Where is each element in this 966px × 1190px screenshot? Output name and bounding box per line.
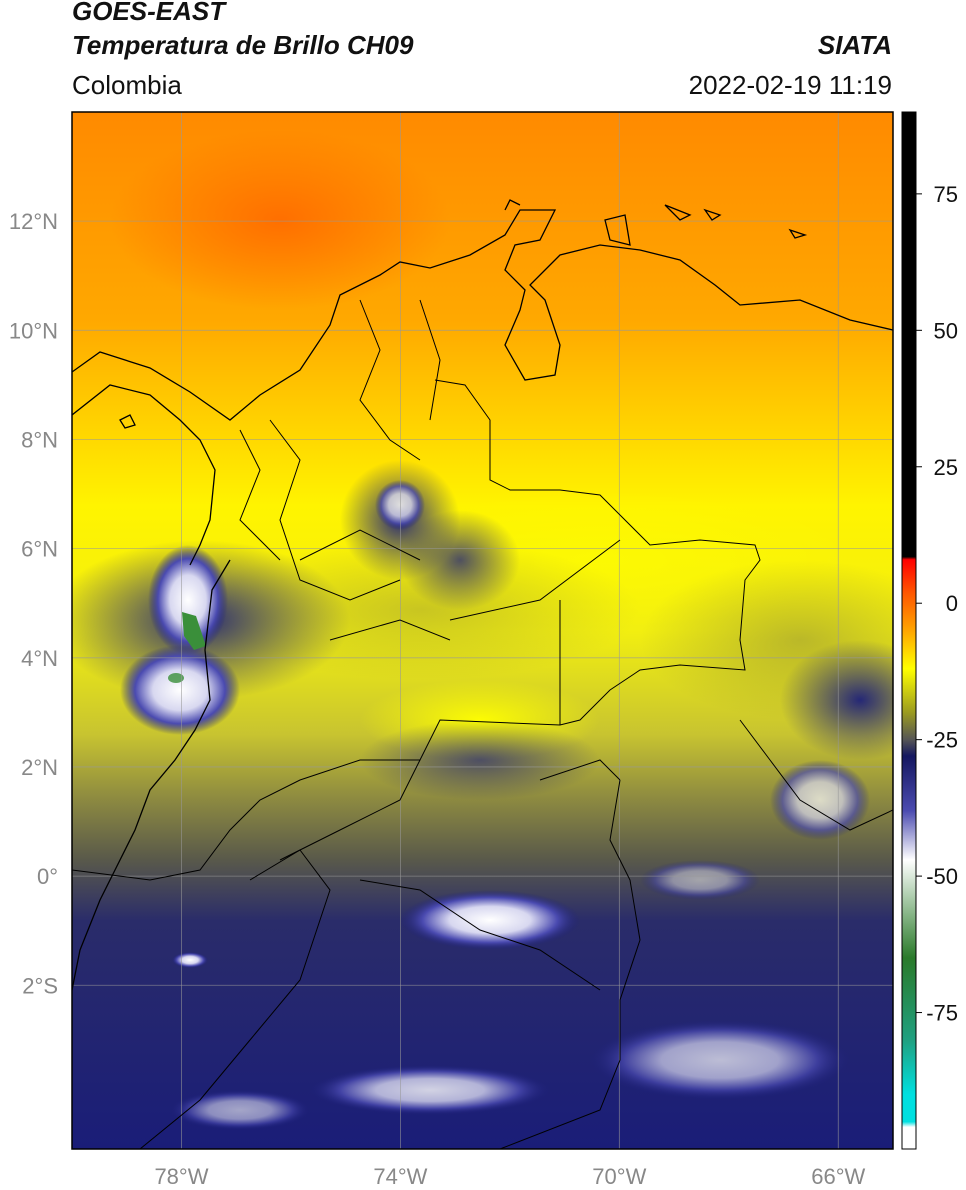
coastlines: [72, 199, 893, 991]
colorbar-scale: [901, 111, 917, 1150]
longitude-labels: 78°W 74°W 70°W 66°W: [154, 1164, 865, 1189]
lat-tick-label: 2°S: [22, 973, 58, 998]
lon-tick-label: 70°W: [592, 1164, 646, 1189]
latitude-labels: 12°N 10°N 8°N 6°N 4°N 2°N 0° 2°S: [9, 209, 58, 998]
graticule: [72, 112, 893, 1149]
lon-tick-label: 78°W: [154, 1164, 208, 1189]
lat-tick-label: 8°N: [21, 427, 58, 452]
coldest-cloud-top: [182, 612, 206, 650]
lat-tick-label: 10°N: [9, 318, 58, 343]
colorbar-tick-label: 25: [934, 455, 958, 480]
timestamp-label: 2022-02-19 11:19: [688, 70, 892, 100]
colorbar-tick-label: -50: [926, 864, 958, 889]
source-label: SIATA: [817, 30, 892, 60]
colorbar: 75 50 25 0 -25 -50 -75: [901, 111, 958, 1150]
region-label: Colombia: [72, 70, 182, 100]
lon-tick-label: 74°W: [373, 1164, 427, 1189]
lat-tick-label: 12°N: [9, 209, 58, 234]
satellite-title: GOES-EAST: [72, 0, 226, 26]
lat-tick-label: 4°N: [21, 646, 58, 671]
colorbar-tick-label: 50: [934, 318, 958, 343]
colorbar-tick-label: -75: [926, 1001, 958, 1026]
lon-tick-label: 66°W: [811, 1164, 865, 1189]
lat-tick-label: 0°: [37, 864, 58, 889]
admin-borders: [72, 299, 893, 1149]
colorbar-tick-label: 0: [946, 591, 958, 616]
brightness-temperature-field: [72, 112, 893, 1149]
colorbar-tick-label: -25: [926, 728, 958, 753]
lat-tick-label: 6°N: [21, 537, 58, 562]
lat-tick-label: 2°N: [21, 755, 58, 780]
product-title: Temperatura de Brillo CH09: [72, 30, 414, 60]
map-frame: [71, 111, 894, 1150]
colorbar-tick-label: 75: [934, 182, 958, 207]
colorbar-ticks: 75 50 25 0 -25 -50 -75: [916, 182, 958, 1026]
